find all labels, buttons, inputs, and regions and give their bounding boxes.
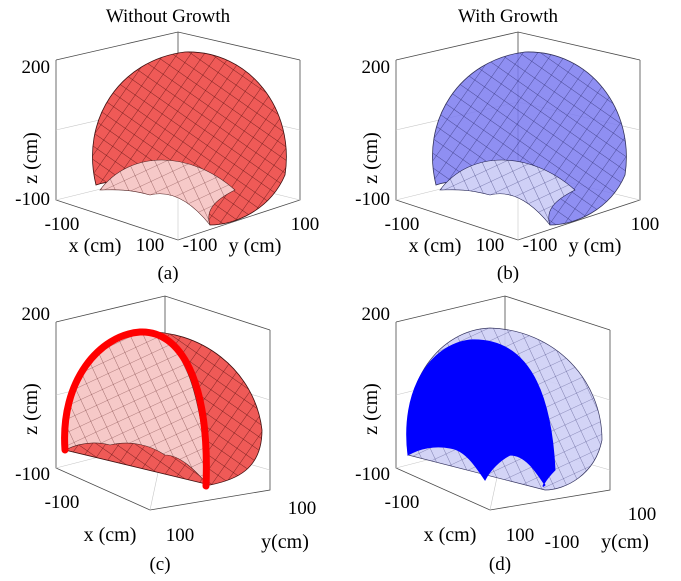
cut-face xyxy=(406,339,556,487)
x-axis-label: x (cm) xyxy=(409,235,462,257)
x-tick-minus-100: -100 xyxy=(385,214,420,235)
panel-a: 200 -100 z (cm) -100 100 x (cm) -100 100… xyxy=(15,31,320,284)
x-tick-100: 100 xyxy=(506,525,535,546)
z-tick-200: 200 xyxy=(362,57,391,78)
y-axis-label: y(cm) xyxy=(601,531,649,553)
panel-caption: (c) xyxy=(149,554,170,575)
panel-d: 200 -100 z (cm) -100 100 x (cm) -100 100… xyxy=(355,295,657,575)
dome-inner-surface xyxy=(439,159,576,226)
cut-edge xyxy=(61,328,210,490)
x-axis-label: x (cm) xyxy=(424,524,477,546)
x-tick-100: 100 xyxy=(476,235,505,256)
y-tick-100: 100 xyxy=(631,214,660,235)
x-axis-label: x (cm) xyxy=(69,235,122,257)
y-tick-minus-100: -100 xyxy=(545,532,580,553)
z-tick-200: 200 xyxy=(362,304,391,325)
x-tick-100: 100 xyxy=(166,525,195,546)
panel-caption: (a) xyxy=(157,263,178,284)
panel-caption: (d) xyxy=(489,554,511,575)
x-tick-minus-100: -100 xyxy=(45,492,80,513)
y-tick-100: 100 xyxy=(288,498,317,519)
x-tick-minus-100: -100 xyxy=(385,492,420,513)
z-tick-minus-100: -100 xyxy=(15,189,50,210)
z-tick-minus-100: -100 xyxy=(15,464,50,485)
column-title-without-growth: Without Growth xyxy=(106,6,231,27)
panel-c: 200 -100 z (cm) -100 100 x (cm) 100 y(cm… xyxy=(15,295,317,575)
z-axis-label: z (cm) xyxy=(20,132,42,184)
z-tick-200: 200 xyxy=(22,57,51,78)
x-tick-minus-100: -100 xyxy=(45,214,80,235)
y-axis-label: y (cm) xyxy=(569,235,622,257)
z-axis-label: z (cm) xyxy=(360,383,382,435)
y-axis-label: y(cm) xyxy=(261,531,309,553)
y-axis-label: y (cm) xyxy=(229,235,282,257)
z-axis-label: z (cm) xyxy=(360,132,382,184)
z-tick-minus-100: -100 xyxy=(355,189,390,210)
x-tick-100: 100 xyxy=(136,235,165,256)
y-tick-100: 100 xyxy=(291,214,320,235)
panel-b: 200 -100 z (cm) -100 100 x (cm) -100 100… xyxy=(355,31,660,284)
x-axis-label: x (cm) xyxy=(84,524,137,546)
panel-caption: (b) xyxy=(497,263,519,284)
z-axis-label: z (cm) xyxy=(20,383,42,435)
z-tick-200: 200 xyxy=(22,304,51,325)
dome-inner-surface xyxy=(99,159,236,226)
y-tick-minus-100: -100 xyxy=(523,235,558,256)
column-title-with-growth: With Growth xyxy=(458,6,559,27)
y-tick-100: 100 xyxy=(628,504,657,525)
y-tick-minus-100: -100 xyxy=(183,235,218,256)
z-tick-minus-100: -100 xyxy=(355,464,390,485)
